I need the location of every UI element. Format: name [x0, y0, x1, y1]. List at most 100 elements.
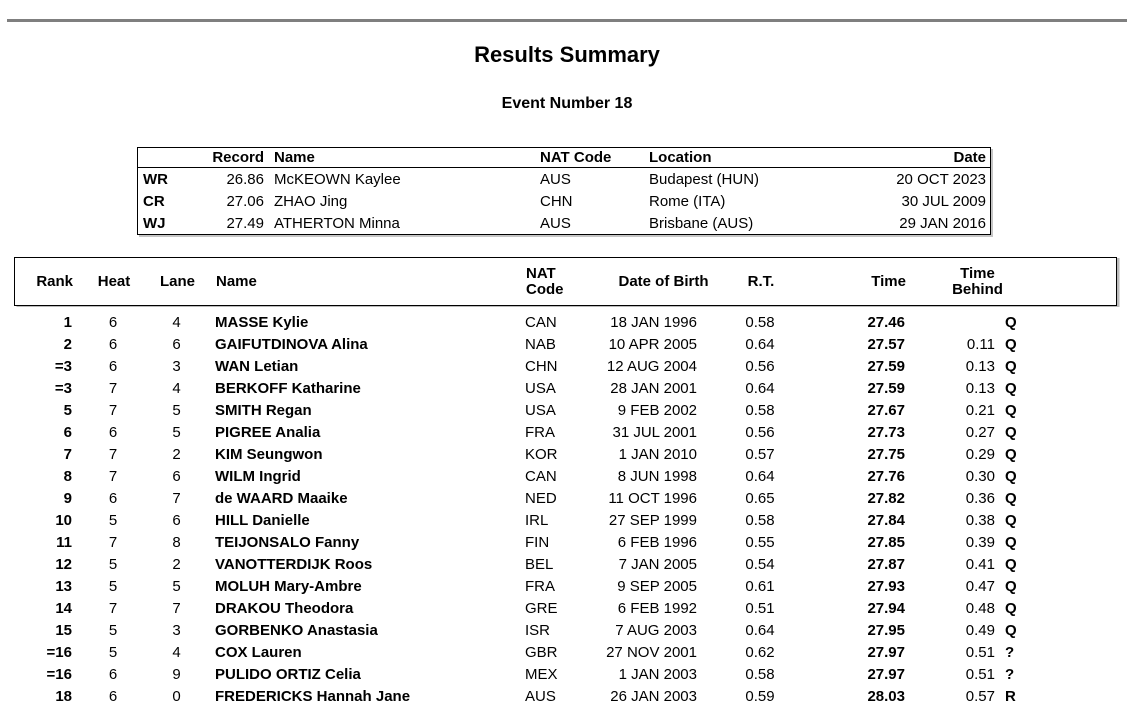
time-cell: 27.59	[867, 357, 905, 375]
rank-cell: 2	[63, 335, 72, 353]
reaction-time-cell: 0.64	[745, 467, 775, 485]
record-location-cell: Brisbane (AUS)	[649, 214, 754, 232]
swimmer-name-cell: BERKOFF Katharine	[215, 379, 361, 397]
record-type-cell: CR	[143, 192, 165, 210]
time-cell: 27.59	[867, 379, 905, 397]
header-date-of-birth: Date of Birth	[618, 272, 709, 290]
header-rank: Rank	[36, 272, 73, 290]
heat-cell: 6	[108, 665, 118, 683]
qualification-status-cell: Q	[1005, 621, 1017, 639]
result-row: 1 6 4 MASSE Kylie CAN 18 JAN 1996 0.58 2…	[14, 311, 1117, 333]
date-of-birth-cell: 28 JAN 2001	[610, 379, 697, 397]
date-of-birth-cell: 10 APR 2005	[608, 335, 697, 353]
nat-code-cell: GRE	[525, 599, 558, 617]
nat-code-cell: FRA	[525, 423, 555, 441]
reaction-time-cell: 0.64	[745, 621, 775, 639]
time-cell: 27.95	[867, 621, 905, 639]
heat-cell: 6	[108, 489, 118, 507]
reaction-time-cell: 0.62	[745, 643, 775, 661]
qualification-status-cell: Q	[1005, 423, 1017, 441]
reaction-time-cell: 0.58	[745, 511, 775, 529]
heat-cell: 5	[108, 577, 118, 595]
heat-cell: 5	[108, 621, 118, 639]
rank-cell: =16	[46, 643, 72, 661]
qualification-status-cell: Q	[1005, 357, 1017, 375]
nat-code-cell: IRL	[525, 511, 549, 529]
time-cell: 27.97	[867, 665, 905, 683]
reaction-time-cell: 0.58	[745, 401, 775, 419]
lane-cell: 5	[172, 577, 181, 595]
heat-cell: 6	[108, 357, 118, 375]
time-behind-cell: 0.51	[965, 665, 995, 683]
record-type-cell: WJ	[143, 214, 166, 232]
top-divider-rule	[7, 19, 1127, 22]
reaction-time-cell: 0.56	[745, 423, 775, 441]
record-nat-code-cell: CHN	[540, 192, 573, 210]
qualification-status-cell: Q	[1005, 379, 1017, 397]
result-row: 13 5 5 MOLUH Mary-Ambre FRA 9 SEP 2005 0…	[14, 575, 1117, 597]
record-time-cell: 27.06	[226, 192, 264, 210]
header-heat: Heat	[97, 272, 131, 290]
swimmer-name-cell: PULIDO ORTIZ Celia	[215, 665, 361, 683]
reaction-time-cell: 0.61	[745, 577, 775, 595]
rank-cell: 9	[63, 489, 72, 507]
heat-cell: 7	[108, 533, 118, 551]
lane-cell: 7	[172, 489, 181, 507]
date-of-birth-cell: 9 SEP 2005	[617, 577, 697, 595]
rank-cell: 12	[55, 555, 72, 573]
reaction-time-cell: 0.65	[745, 489, 775, 507]
time-behind-cell: 0.47	[965, 577, 995, 595]
result-row: =3 6 3 WAN Letian CHN 12 AUG 2004 0.56 2…	[14, 355, 1117, 377]
date-of-birth-cell: 12 AUG 2004	[606, 357, 697, 375]
swimmer-name-cell: KIM Seungwon	[215, 445, 323, 463]
lane-cell: 7	[172, 599, 181, 617]
result-row: 18 6 0 FREDERICKS Hannah Jane AUS 26 JAN…	[14, 685, 1117, 707]
heat-cell: 6	[108, 313, 118, 331]
rank-cell: 5	[63, 401, 72, 419]
nat-code-cell: BEL	[525, 555, 554, 573]
swimmer-name-cell: MASSE Kylie	[215, 313, 309, 331]
heat-cell: 6	[108, 335, 118, 353]
header-nat-code: NAT Code	[526, 264, 564, 298]
lane-cell: 4	[172, 379, 181, 397]
header-time-behind: Time Behind	[952, 264, 1003, 298]
result-row: 10 5 6 HILL Danielle IRL 27 SEP 1999 0.5…	[14, 509, 1117, 531]
result-row: 11 7 8 TEIJONSALO Fanny FIN 6 FEB 1996 0…	[14, 531, 1117, 553]
date-of-birth-cell: 11 OCT 1996	[608, 489, 697, 507]
header-time: Time	[871, 272, 906, 290]
record-date-cell: 20 OCT 2023	[896, 170, 986, 188]
nat-code-cell: FIN	[525, 533, 550, 551]
time-behind-cell: 0.30	[965, 467, 995, 485]
date-of-birth-cell: 27 SEP 1999	[608, 511, 697, 529]
time-cell: 28.03	[867, 687, 905, 705]
swimmer-name-cell: FREDERICKS Hannah Jane	[215, 687, 411, 705]
time-cell: 27.84	[867, 511, 905, 529]
swimmer-name-cell: VANOTTERDIJK Roos	[215, 555, 373, 573]
qualification-status-cell: Q	[1005, 511, 1017, 529]
header-lane: Lane	[159, 272, 195, 290]
record-type-cell: WR	[143, 170, 168, 188]
result-row: 6 6 5 PIGREE Analia FRA 31 JUL 2001 0.56…	[14, 421, 1117, 443]
swimmer-name-cell: WILM Ingrid	[215, 467, 301, 485]
lane-cell: 6	[172, 511, 181, 529]
time-behind-cell: 0.13	[965, 357, 995, 375]
time-behind-cell: 0.57	[965, 687, 995, 705]
reaction-time-cell: 0.56	[745, 357, 775, 375]
qualification-status-cell: Q	[1005, 599, 1017, 617]
time-behind-cell: 0.49	[965, 621, 995, 639]
result-row: 2 6 6 GAIFUTDINOVA Alina NAB 10 APR 2005…	[14, 333, 1117, 355]
result-row: 9 6 7 de WAARD Maaike NED 11 OCT 1996 0.…	[14, 487, 1117, 509]
record-date-cell: 29 JAN 2016	[899, 214, 986, 232]
rank-cell: 8	[63, 467, 72, 485]
rank-cell: 6	[63, 423, 72, 441]
records-header-row: Record Name NAT Code Location Date	[138, 148, 990, 168]
time-behind-cell: 0.13	[965, 379, 995, 397]
qualification-status-cell: ?	[1005, 665, 1015, 683]
swimmer-name-cell: HILL Danielle	[215, 511, 310, 529]
swimmer-name-cell: MOLUH Mary-Ambre	[215, 577, 362, 595]
heat-cell: 7	[108, 599, 118, 617]
nat-code-cell: GBR	[525, 643, 558, 661]
nat-code-cell: USA	[525, 401, 556, 419]
swimmer-name-cell: GORBENKO Anastasia	[215, 621, 378, 639]
